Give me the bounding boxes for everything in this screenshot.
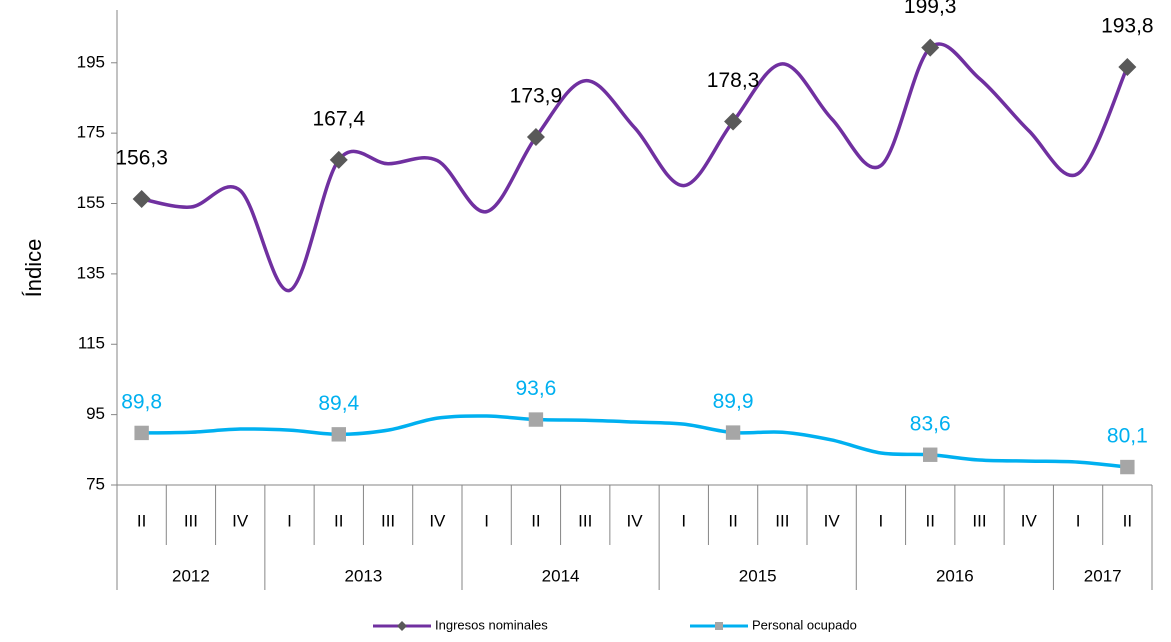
x-group-label: 2015 <box>739 566 777 585</box>
x-tick-label: II <box>1123 511 1132 530</box>
x-tick-label: IV <box>232 511 249 530</box>
legend-label: Personal ocupado <box>752 617 857 632</box>
data-label: 199,3 <box>904 0 957 18</box>
series-line <box>141 42 1129 293</box>
data-marker <box>526 128 545 147</box>
x-tick-label: III <box>775 511 789 530</box>
x-tick-label: I <box>484 511 489 530</box>
data-marker <box>329 150 348 169</box>
x-tick-label: II <box>334 511 343 530</box>
x-tick-label: III <box>972 511 986 530</box>
data-marker <box>132 189 151 208</box>
x-tick-label: II <box>925 511 934 530</box>
y-tick-label: 75 <box>86 474 105 493</box>
data-label: 178,3 <box>707 69 760 92</box>
x-tick-label: IV <box>824 511 841 530</box>
x-tick-label: I <box>287 511 292 530</box>
data-label: 93,6 <box>515 377 556 400</box>
data-marker <box>725 425 741 440</box>
x-tick-label: IV <box>1021 511 1038 530</box>
x-tick-label: IV <box>429 511 446 530</box>
x-group-label: 2013 <box>345 566 383 585</box>
x-group-label: 2014 <box>542 566 580 585</box>
y-tick-label: 95 <box>86 404 105 423</box>
legend-marker <box>397 621 407 631</box>
data-marker <box>724 112 743 131</box>
data-label: 83,6 <box>910 412 951 435</box>
y-tick-label: 155 <box>77 193 105 212</box>
x-group-label: 2016 <box>936 566 974 585</box>
x-tick-label: II <box>531 511 540 530</box>
data-label: 89,4 <box>318 392 359 415</box>
x-group-label: 2012 <box>172 566 210 585</box>
data-marker <box>921 38 940 57</box>
x-tick-label: I <box>879 511 884 530</box>
legend-marker <box>715 622 723 630</box>
legend-label: Ingresos nominales <box>435 617 548 632</box>
x-tick-label: II <box>728 511 737 530</box>
x-tick-label: II <box>137 511 146 530</box>
data-label: 156,3 <box>115 146 168 169</box>
data-marker <box>528 412 544 427</box>
data-marker <box>134 425 149 441</box>
y-tick-label: 115 <box>78 334 105 353</box>
series-line <box>141 414 1128 469</box>
data-label: 89,9 <box>713 390 754 413</box>
data-marker <box>1120 459 1135 475</box>
y-tick-label: 175 <box>77 123 105 142</box>
x-tick-label: I <box>681 511 686 530</box>
x-tick-label: I <box>1076 511 1081 530</box>
data-label: 193,8 <box>1101 15 1154 38</box>
x-group-label: 2017 <box>1084 566 1122 585</box>
data-label: 89,8 <box>121 390 162 413</box>
x-tick-label: III <box>184 511 198 530</box>
data-label: 80,1 <box>1107 425 1148 448</box>
x-tick-label: III <box>578 511 592 530</box>
data-label: 167,4 <box>313 107 366 130</box>
data-marker <box>923 447 938 462</box>
y-tick-label: 135 <box>77 263 105 282</box>
data-marker <box>331 427 346 442</box>
y-axis-title: Índice <box>21 239 46 298</box>
data-label: 173,9 <box>510 85 563 108</box>
x-tick-label: III <box>381 511 395 530</box>
x-tick-label: IV <box>626 511 643 530</box>
data-marker <box>1118 58 1137 76</box>
y-tick-label: 195 <box>77 52 105 71</box>
